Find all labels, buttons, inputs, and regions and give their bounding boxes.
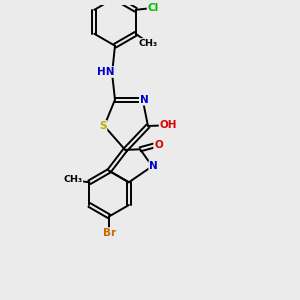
Text: N: N bbox=[140, 95, 148, 105]
Text: Br: Br bbox=[103, 228, 116, 238]
Text: S: S bbox=[99, 121, 106, 131]
Text: HN: HN bbox=[97, 67, 114, 77]
Text: Cl: Cl bbox=[148, 3, 159, 14]
Text: N: N bbox=[149, 161, 158, 171]
Text: O: O bbox=[154, 140, 163, 150]
Text: CH₃: CH₃ bbox=[63, 175, 82, 184]
Text: CH₃: CH₃ bbox=[139, 39, 158, 48]
Text: OH: OH bbox=[160, 120, 177, 130]
